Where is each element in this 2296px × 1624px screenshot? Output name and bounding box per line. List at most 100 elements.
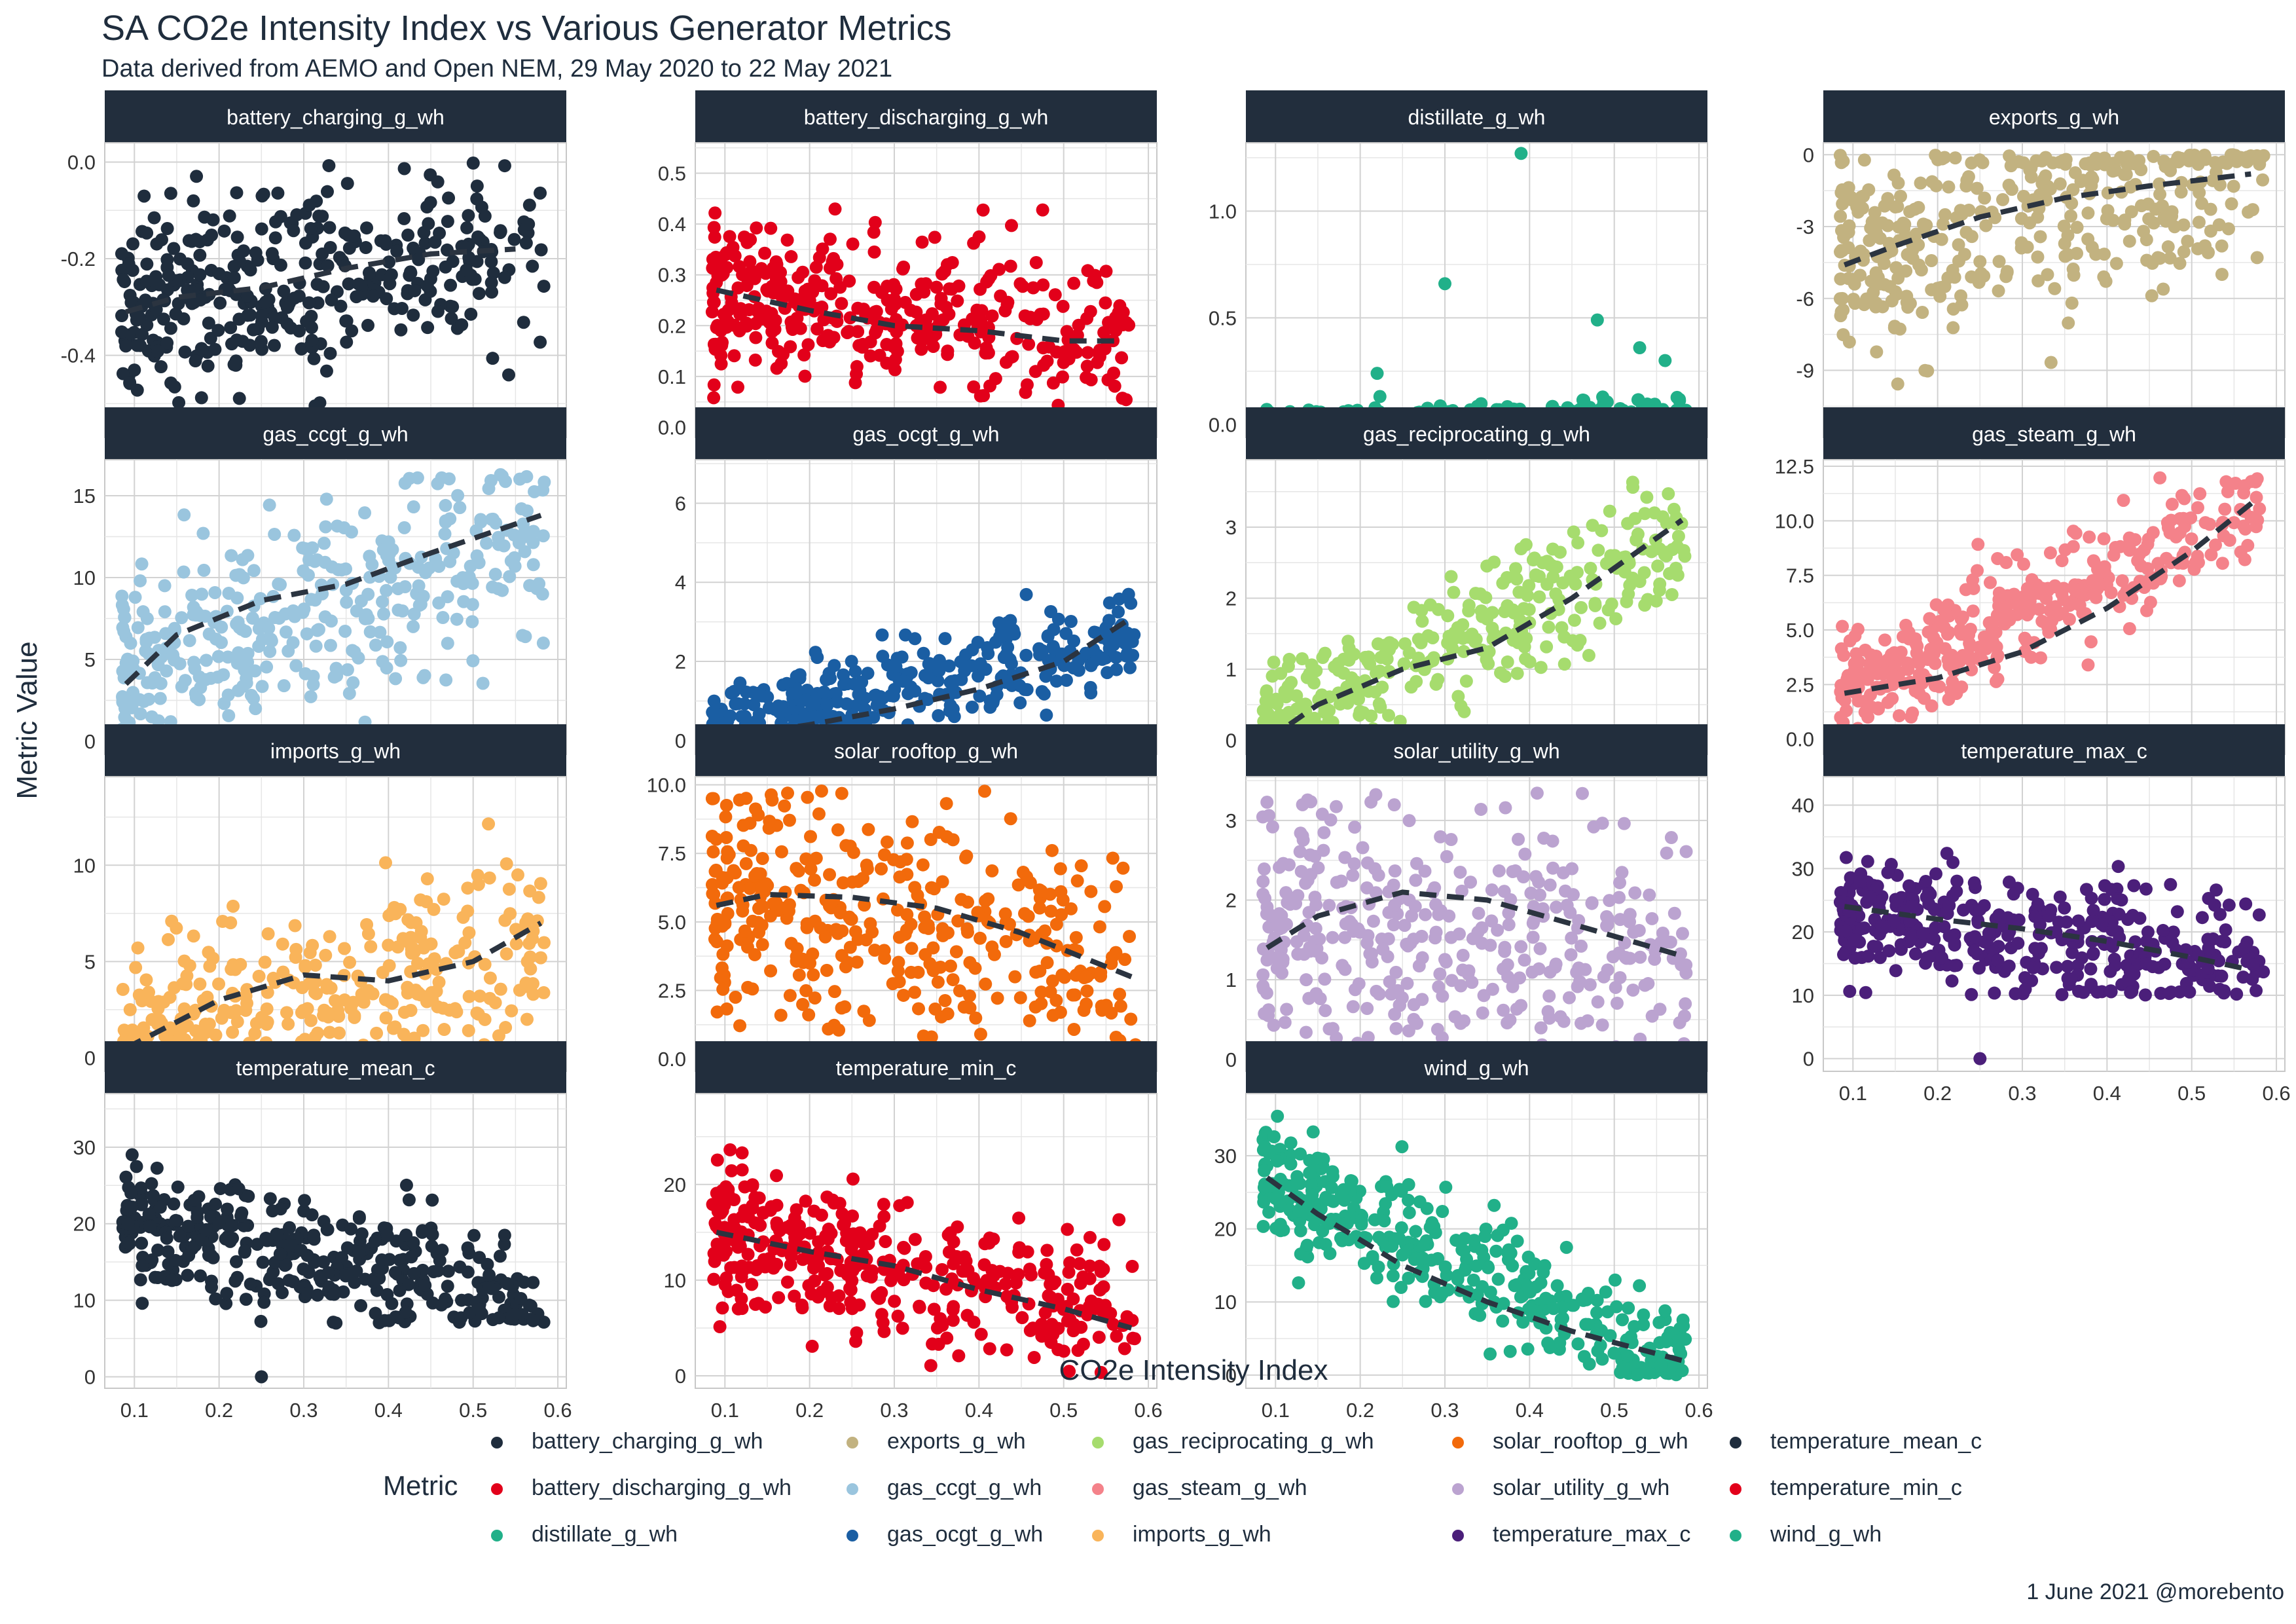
data-point bbox=[1398, 637, 1412, 651]
data-point bbox=[867, 280, 881, 294]
data-point bbox=[145, 710, 158, 724]
data-point bbox=[1029, 255, 1043, 269]
data-point bbox=[384, 268, 398, 282]
data-point bbox=[753, 312, 767, 325]
data-point bbox=[1034, 985, 1048, 999]
y-tick-label: 15 bbox=[73, 485, 96, 507]
data-point bbox=[537, 986, 551, 999]
data-point bbox=[1277, 857, 1290, 870]
data-point bbox=[1899, 618, 1913, 632]
data-point bbox=[1890, 894, 1904, 908]
data-point bbox=[1945, 974, 1959, 988]
data-point bbox=[441, 637, 454, 650]
data-point bbox=[1256, 979, 1270, 993]
data-point bbox=[776, 348, 790, 361]
data-point bbox=[1885, 244, 1899, 257]
data-point bbox=[302, 198, 316, 212]
data-point bbox=[426, 265, 440, 278]
data-point bbox=[1970, 181, 1984, 195]
data-point bbox=[410, 471, 424, 485]
data-point bbox=[1638, 599, 1652, 612]
facet-strip-label: temperature_max_c bbox=[1961, 739, 2147, 763]
data-point bbox=[963, 1001, 977, 1015]
data-point bbox=[344, 525, 358, 539]
data-point bbox=[137, 695, 151, 709]
x-tick-label: 0.5 bbox=[459, 1399, 487, 1422]
data-point bbox=[831, 695, 845, 709]
data-point bbox=[2057, 581, 2071, 595]
data-point bbox=[498, 159, 511, 173]
data-point bbox=[407, 500, 420, 514]
data-point bbox=[1945, 648, 1959, 662]
data-point bbox=[268, 527, 282, 541]
data-point bbox=[1902, 879, 1916, 893]
data-point bbox=[502, 882, 516, 896]
data-point bbox=[1114, 999, 1127, 1013]
data-point bbox=[1562, 991, 1576, 1005]
data-point bbox=[428, 952, 441, 966]
data-point bbox=[267, 339, 281, 352]
y-tick-label: 5.0 bbox=[658, 911, 686, 934]
data-point bbox=[417, 941, 431, 955]
data-point bbox=[1524, 886, 1538, 900]
data-point bbox=[1904, 710, 1918, 724]
data-point bbox=[1462, 604, 1476, 618]
data-point bbox=[765, 336, 779, 350]
data-point bbox=[765, 314, 778, 327]
data-point bbox=[1410, 857, 1423, 870]
data-point bbox=[350, 604, 363, 618]
data-point bbox=[376, 655, 390, 669]
data-point bbox=[1341, 635, 1355, 648]
data-point bbox=[1914, 176, 1927, 190]
data-point bbox=[1556, 576, 1570, 590]
data-point bbox=[1387, 798, 1401, 812]
data-point bbox=[360, 221, 374, 235]
data-point bbox=[132, 988, 146, 1002]
data-point bbox=[1084, 885, 1098, 898]
data-point bbox=[1266, 820, 1279, 834]
facet-strip-label: temperature_mean_c bbox=[236, 1056, 435, 1080]
data-point bbox=[1658, 354, 1672, 367]
trend-line bbox=[1843, 171, 2251, 268]
data-point bbox=[126, 1023, 139, 1037]
data-point bbox=[2253, 502, 2267, 516]
y-tick-label: 0.0 bbox=[658, 1048, 686, 1071]
data-point bbox=[230, 231, 244, 244]
data-point bbox=[1113, 987, 1127, 1001]
data-point bbox=[721, 845, 735, 858]
data-point bbox=[520, 1012, 534, 1026]
data-point bbox=[2164, 513, 2178, 527]
data-point bbox=[1603, 894, 1616, 908]
data-point bbox=[286, 604, 300, 618]
data-point bbox=[212, 267, 226, 280]
data-point bbox=[990, 688, 1004, 701]
data-point bbox=[2140, 233, 2153, 247]
data-point bbox=[1942, 180, 1956, 194]
data-point bbox=[382, 959, 396, 972]
data-point bbox=[1632, 923, 1646, 937]
data-point bbox=[389, 672, 403, 686]
data-point bbox=[1667, 906, 1681, 920]
data-point bbox=[1952, 254, 1965, 268]
data-point bbox=[2046, 156, 2060, 170]
data-point bbox=[167, 242, 181, 255]
data-point bbox=[534, 877, 547, 891]
data-point bbox=[484, 473, 498, 487]
data-point bbox=[864, 335, 877, 349]
data-point bbox=[1097, 325, 1111, 339]
data-point bbox=[893, 870, 907, 884]
data-point bbox=[1444, 570, 1458, 583]
data-point bbox=[1029, 965, 1043, 979]
data-point bbox=[2239, 897, 2253, 911]
data-point bbox=[1022, 337, 1036, 351]
data-point bbox=[2249, 475, 2263, 489]
data-point bbox=[2237, 486, 2251, 500]
data-point bbox=[1429, 931, 1442, 945]
data-point bbox=[1967, 876, 1981, 890]
data-point bbox=[867, 225, 881, 239]
data-point bbox=[928, 231, 941, 244]
data-point bbox=[252, 969, 266, 983]
data-point bbox=[1835, 291, 1849, 305]
data-point bbox=[850, 360, 864, 373]
data-point bbox=[319, 364, 333, 378]
